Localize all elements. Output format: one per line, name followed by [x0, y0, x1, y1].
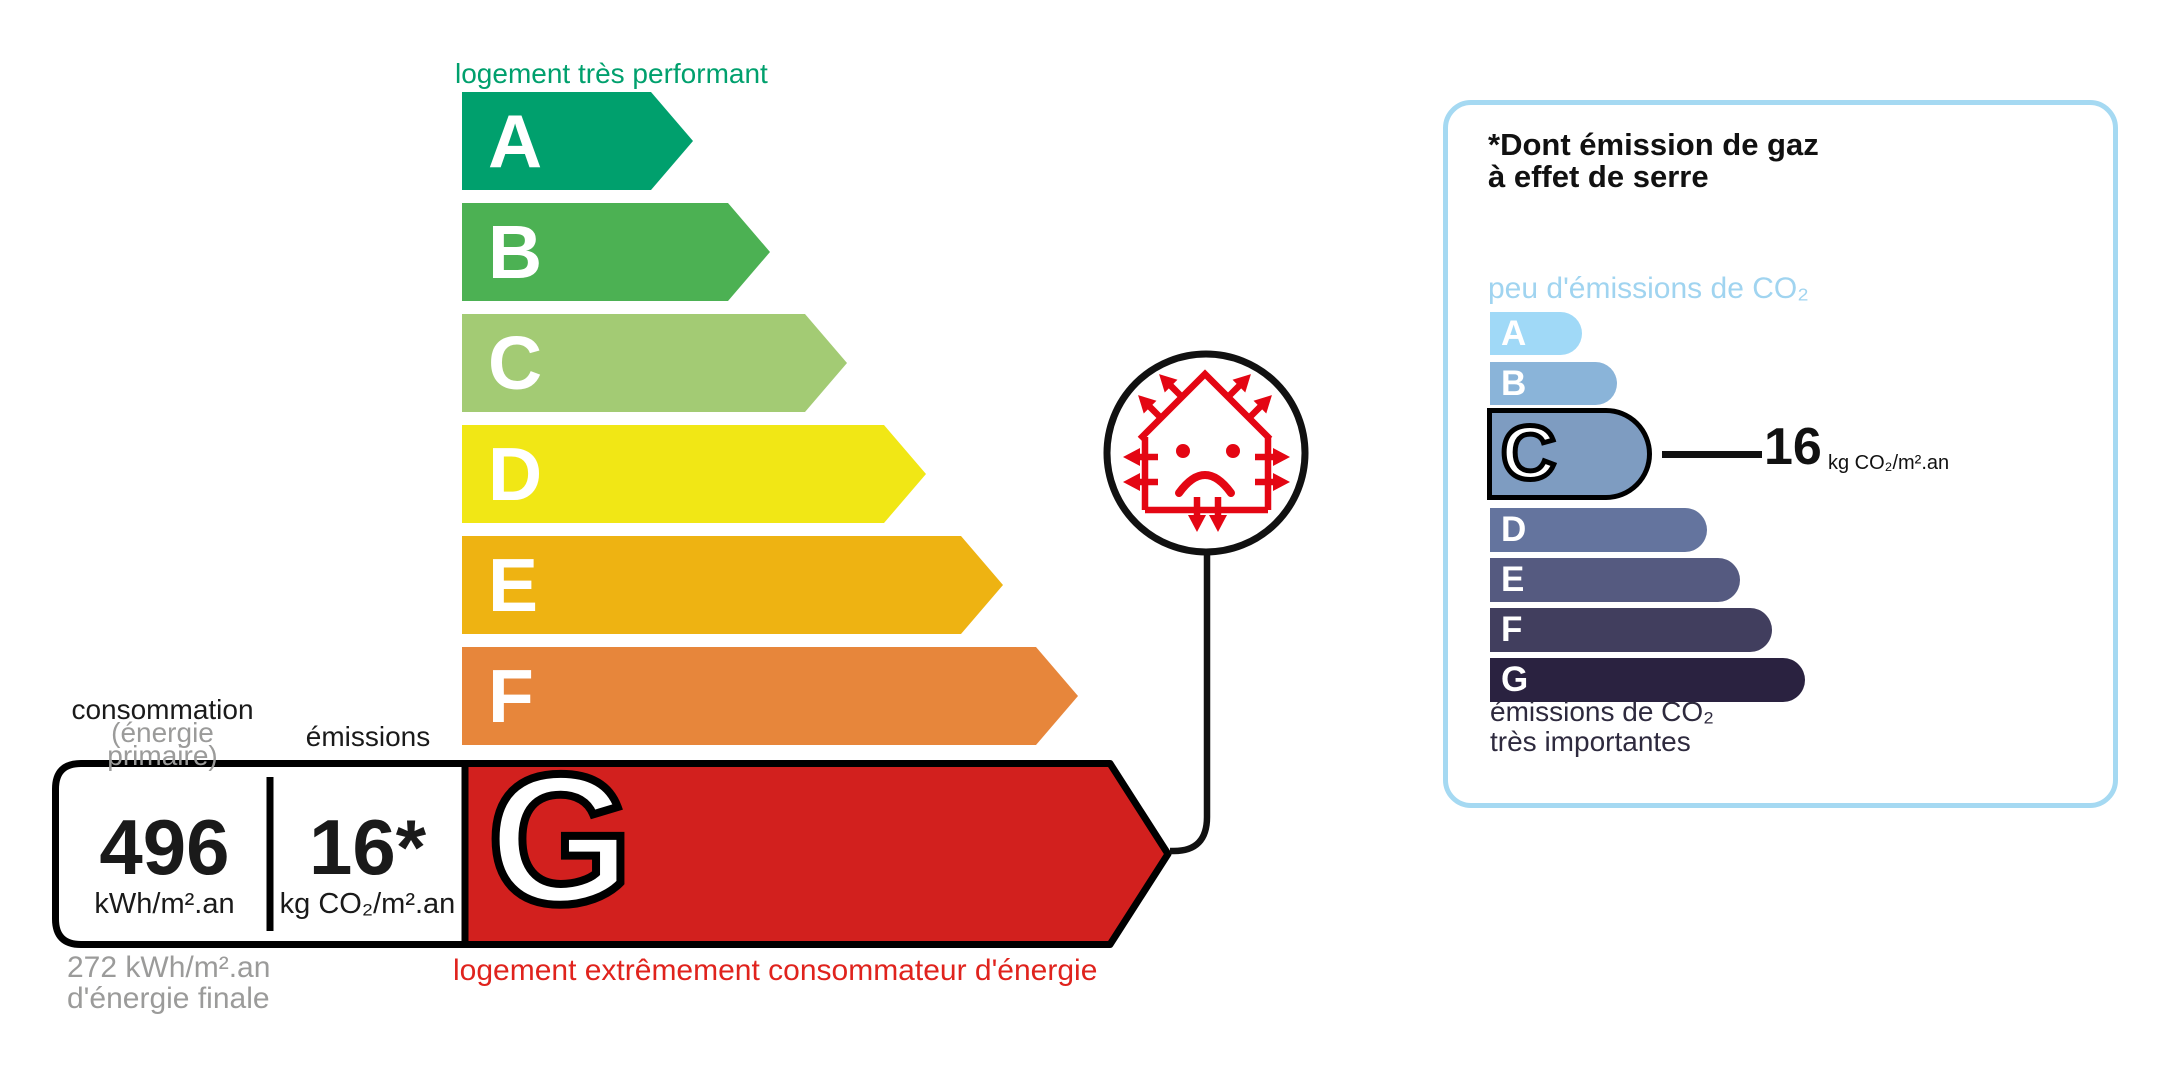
- co2-emissions-panel: *Dont émission de gaz à effet de serre p…: [1443, 100, 2118, 808]
- co2-callout-value: 16: [1764, 418, 1822, 476]
- co2-panel-title: *Dont émission de gaz à effet de serre: [1488, 129, 1819, 193]
- co2-class-bar-E: E: [1490, 558, 1740, 602]
- co2-callout-unit: kg CO₂/m².an: [1828, 452, 1950, 474]
- co2-class-bar-B: B: [1490, 362, 1617, 405]
- final-energy-line1: 272 kWh/m².an: [67, 951, 271, 984]
- consumption-header-sub: (énergie primaire): [107, 717, 218, 771]
- co2-class-letter-C: C: [1499, 410, 1559, 497]
- co2-class-bar-D: D: [1490, 508, 1707, 552]
- final-energy-line2: d'énergie finale: [67, 982, 270, 1015]
- energy-class-bar-B: B: [462, 203, 770, 301]
- energy-class-letter-A: A: [488, 99, 543, 183]
- energy-class-letter-B: B: [488, 210, 543, 294]
- energy-class-letter-F: F: [488, 654, 534, 738]
- left-eye: [1176, 444, 1190, 458]
- consumption-header-main: consommation: [71, 694, 254, 725]
- co2-scale-bottom-label: émissions de CO₂ très importantes: [1490, 697, 1714, 757]
- co2-scale-top-label: peu d'émissions de CO₂: [1488, 272, 1809, 305]
- energy-class-letter-D: D: [488, 432, 543, 516]
- energy-class-bar-F: F: [462, 647, 1078, 745]
- co2-class-letter-D: D: [1501, 510, 1527, 549]
- co2-class-bar-G: G: [1490, 658, 1805, 702]
- sad-house-energy-leak-icon: [1103, 350, 1309, 556]
- consumption-header: consommation (énergie primaire): [55, 694, 270, 771]
- current-class-shape: [52, 760, 1172, 948]
- consumption-unit: kWh/m².an: [94, 888, 235, 920]
- co2-class-letter-G: G: [1501, 660, 1529, 699]
- emissions-value: 16*: [308, 803, 427, 891]
- co2-panel-title-line2: à effet de serre: [1488, 159, 1709, 194]
- energy-class-letter-C: C: [488, 321, 543, 405]
- final-energy-note: 272 kWh/m².an d'énergie finale: [67, 952, 270, 1014]
- co2-scale-bottom-line2: très importantes: [1490, 726, 1691, 757]
- energy-class-bar-C: C: [462, 314, 847, 412]
- co2-class-letter-A: A: [1501, 314, 1527, 353]
- co2-class-bar-C: C: [1487, 408, 1652, 500]
- frown-mouth: [1175, 471, 1235, 497]
- current-class-row: 496 kWh/m².an 16* kg CO₂/m².an G: [52, 744, 1172, 948]
- co2-class-bar-A: A: [1490, 312, 1582, 355]
- leak-arrows: [1123, 374, 1290, 532]
- energy-class-bar-D: D: [462, 425, 926, 523]
- co2-panel-title-line1: *Dont émission de gaz: [1488, 127, 1819, 162]
- energy-class-bar-E: E: [462, 536, 1003, 634]
- consumption-value: 496: [99, 803, 230, 891]
- energy-scale-top-label: logement très performant: [455, 58, 768, 89]
- energy-class-bar-A: A: [462, 92, 693, 190]
- co2-callout-line: [1662, 451, 1762, 458]
- icon-connector-line: [1170, 553, 1211, 855]
- right-eye: [1226, 444, 1240, 458]
- co2-class-letter-E: E: [1501, 560, 1525, 599]
- energy-scale-bottom-label: logement extrêmement consommateur d'éner…: [453, 954, 1098, 987]
- energy-class-letter-E: E: [488, 543, 539, 627]
- co2-class-letter-B: B: [1501, 364, 1527, 403]
- emissions-unit: kg CO₂/m².an: [279, 888, 456, 920]
- readout-box-outline: [52, 760, 469, 948]
- current-class-letter: G: [484, 737, 636, 943]
- co2-class-bar-F: F: [1490, 608, 1772, 652]
- co2-scale-bottom-line1: émissions de CO₂: [1490, 696, 1715, 727]
- emissions-header: émissions: [305, 721, 431, 752]
- co2-class-letter-F: F: [1501, 610, 1523, 649]
- class-g-arrow: [461, 760, 1172, 948]
